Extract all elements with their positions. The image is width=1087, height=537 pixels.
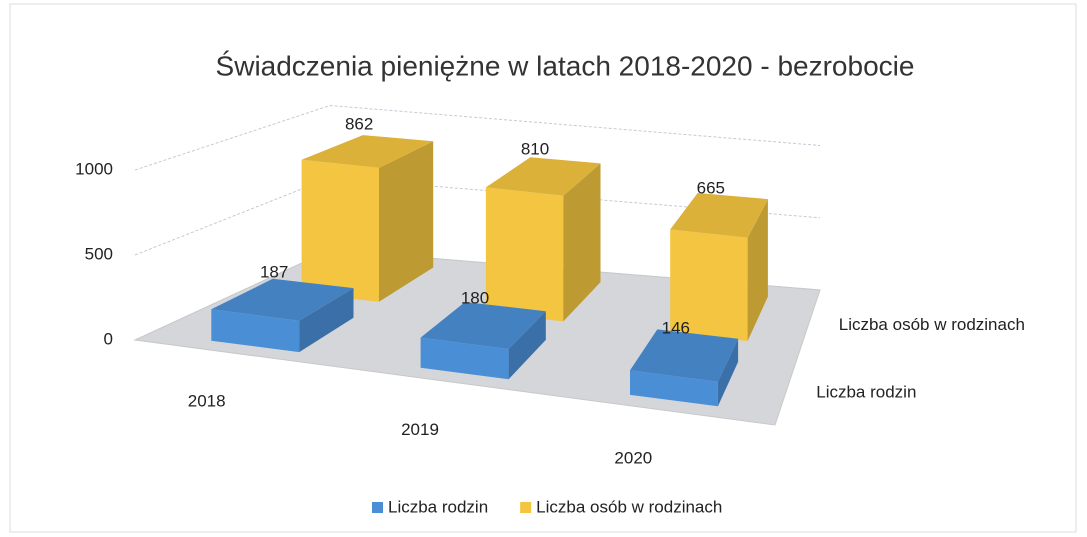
bar	[485, 157, 601, 322]
depth-label: Liczba osób w rodzinach	[839, 315, 1025, 334]
depth-label: Liczba rodzin	[816, 383, 916, 402]
value-label: 810	[521, 139, 549, 158]
x-tick-label: 2018	[188, 392, 226, 411]
bar	[670, 193, 768, 341]
y-tick-label: 1000	[75, 159, 113, 178]
bar-side	[379, 141, 434, 302]
x-tick-label: 2020	[614, 448, 652, 467]
grid-line	[134, 177, 821, 256]
bar-side	[717, 338, 739, 407]
bar-front	[211, 309, 300, 353]
bar-front	[485, 187, 564, 322]
bar-front	[630, 370, 718, 407]
x-tick-label: 2019	[401, 420, 439, 439]
bar-side	[299, 288, 354, 353]
bar-side	[747, 199, 768, 341]
legend-swatch	[520, 502, 532, 513]
bar-top	[485, 157, 601, 196]
value-label: 180	[461, 288, 489, 307]
legend-swatch	[372, 502, 383, 513]
bar-front	[420, 337, 509, 380]
bar-top	[630, 329, 739, 382]
bar-front	[301, 159, 379, 302]
value-label: 146	[662, 319, 690, 338]
grid-line	[134, 249, 821, 341]
bar-top	[670, 193, 768, 238]
legend-label: Liczba rodzin	[388, 497, 488, 516]
legend-label: Liczba osób w rodzinach	[536, 497, 722, 516]
value-label: 862	[345, 114, 373, 133]
bar	[630, 329, 739, 407]
chart-title: Świadczenia pieniężne w latach 2018-2020…	[216, 49, 915, 81]
bar	[301, 135, 434, 302]
bar	[211, 278, 354, 353]
bar-side	[563, 163, 601, 322]
y-tick-label: 500	[85, 244, 113, 263]
y-tick-label: 0	[104, 329, 113, 348]
value-label: 187	[260, 263, 288, 282]
bar-top	[420, 302, 546, 349]
bar-top	[301, 135, 434, 168]
bar	[420, 302, 546, 380]
bar-side	[508, 311, 546, 380]
value-label: 665	[697, 178, 725, 197]
bar-top	[211, 278, 354, 321]
grid-line	[134, 104, 821, 171]
bar-front	[670, 229, 748, 341]
